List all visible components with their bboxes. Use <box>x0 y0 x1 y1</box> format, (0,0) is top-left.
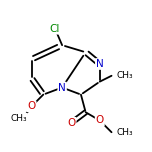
Text: O: O <box>27 101 36 111</box>
Text: O: O <box>67 118 76 128</box>
Text: CH₃: CH₃ <box>117 128 133 137</box>
Text: O: O <box>96 116 104 125</box>
Text: N: N <box>96 59 104 69</box>
Text: Cl: Cl <box>50 24 60 34</box>
Text: N: N <box>58 83 66 93</box>
Text: CH₃: CH₃ <box>117 71 133 80</box>
Text: CH₃: CH₃ <box>10 114 27 123</box>
